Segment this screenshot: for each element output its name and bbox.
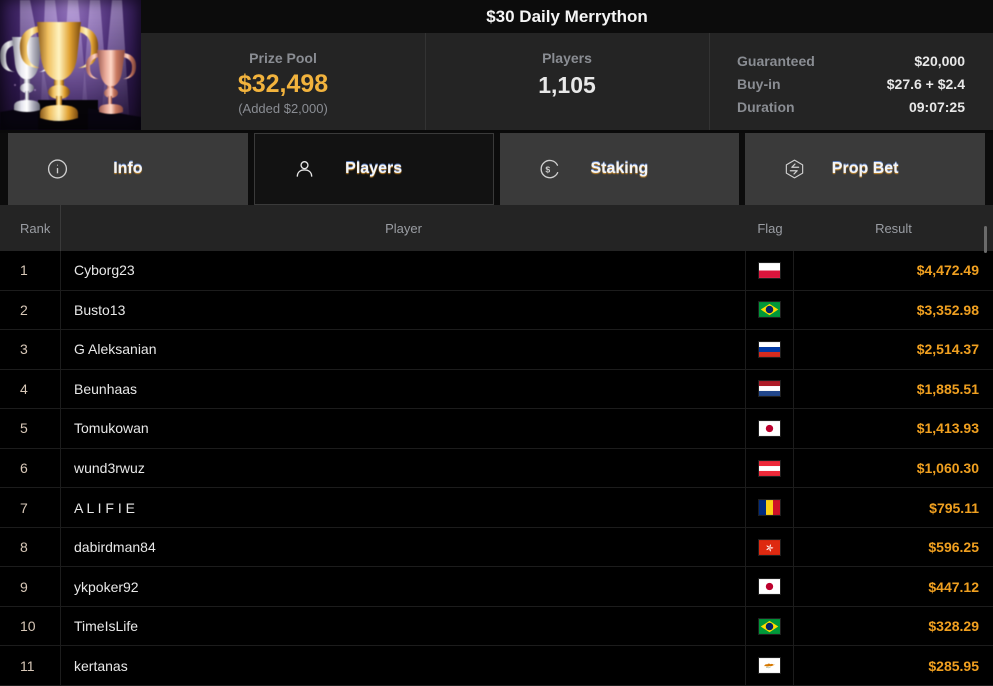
svg-text:$: $ — [545, 164, 550, 174]
